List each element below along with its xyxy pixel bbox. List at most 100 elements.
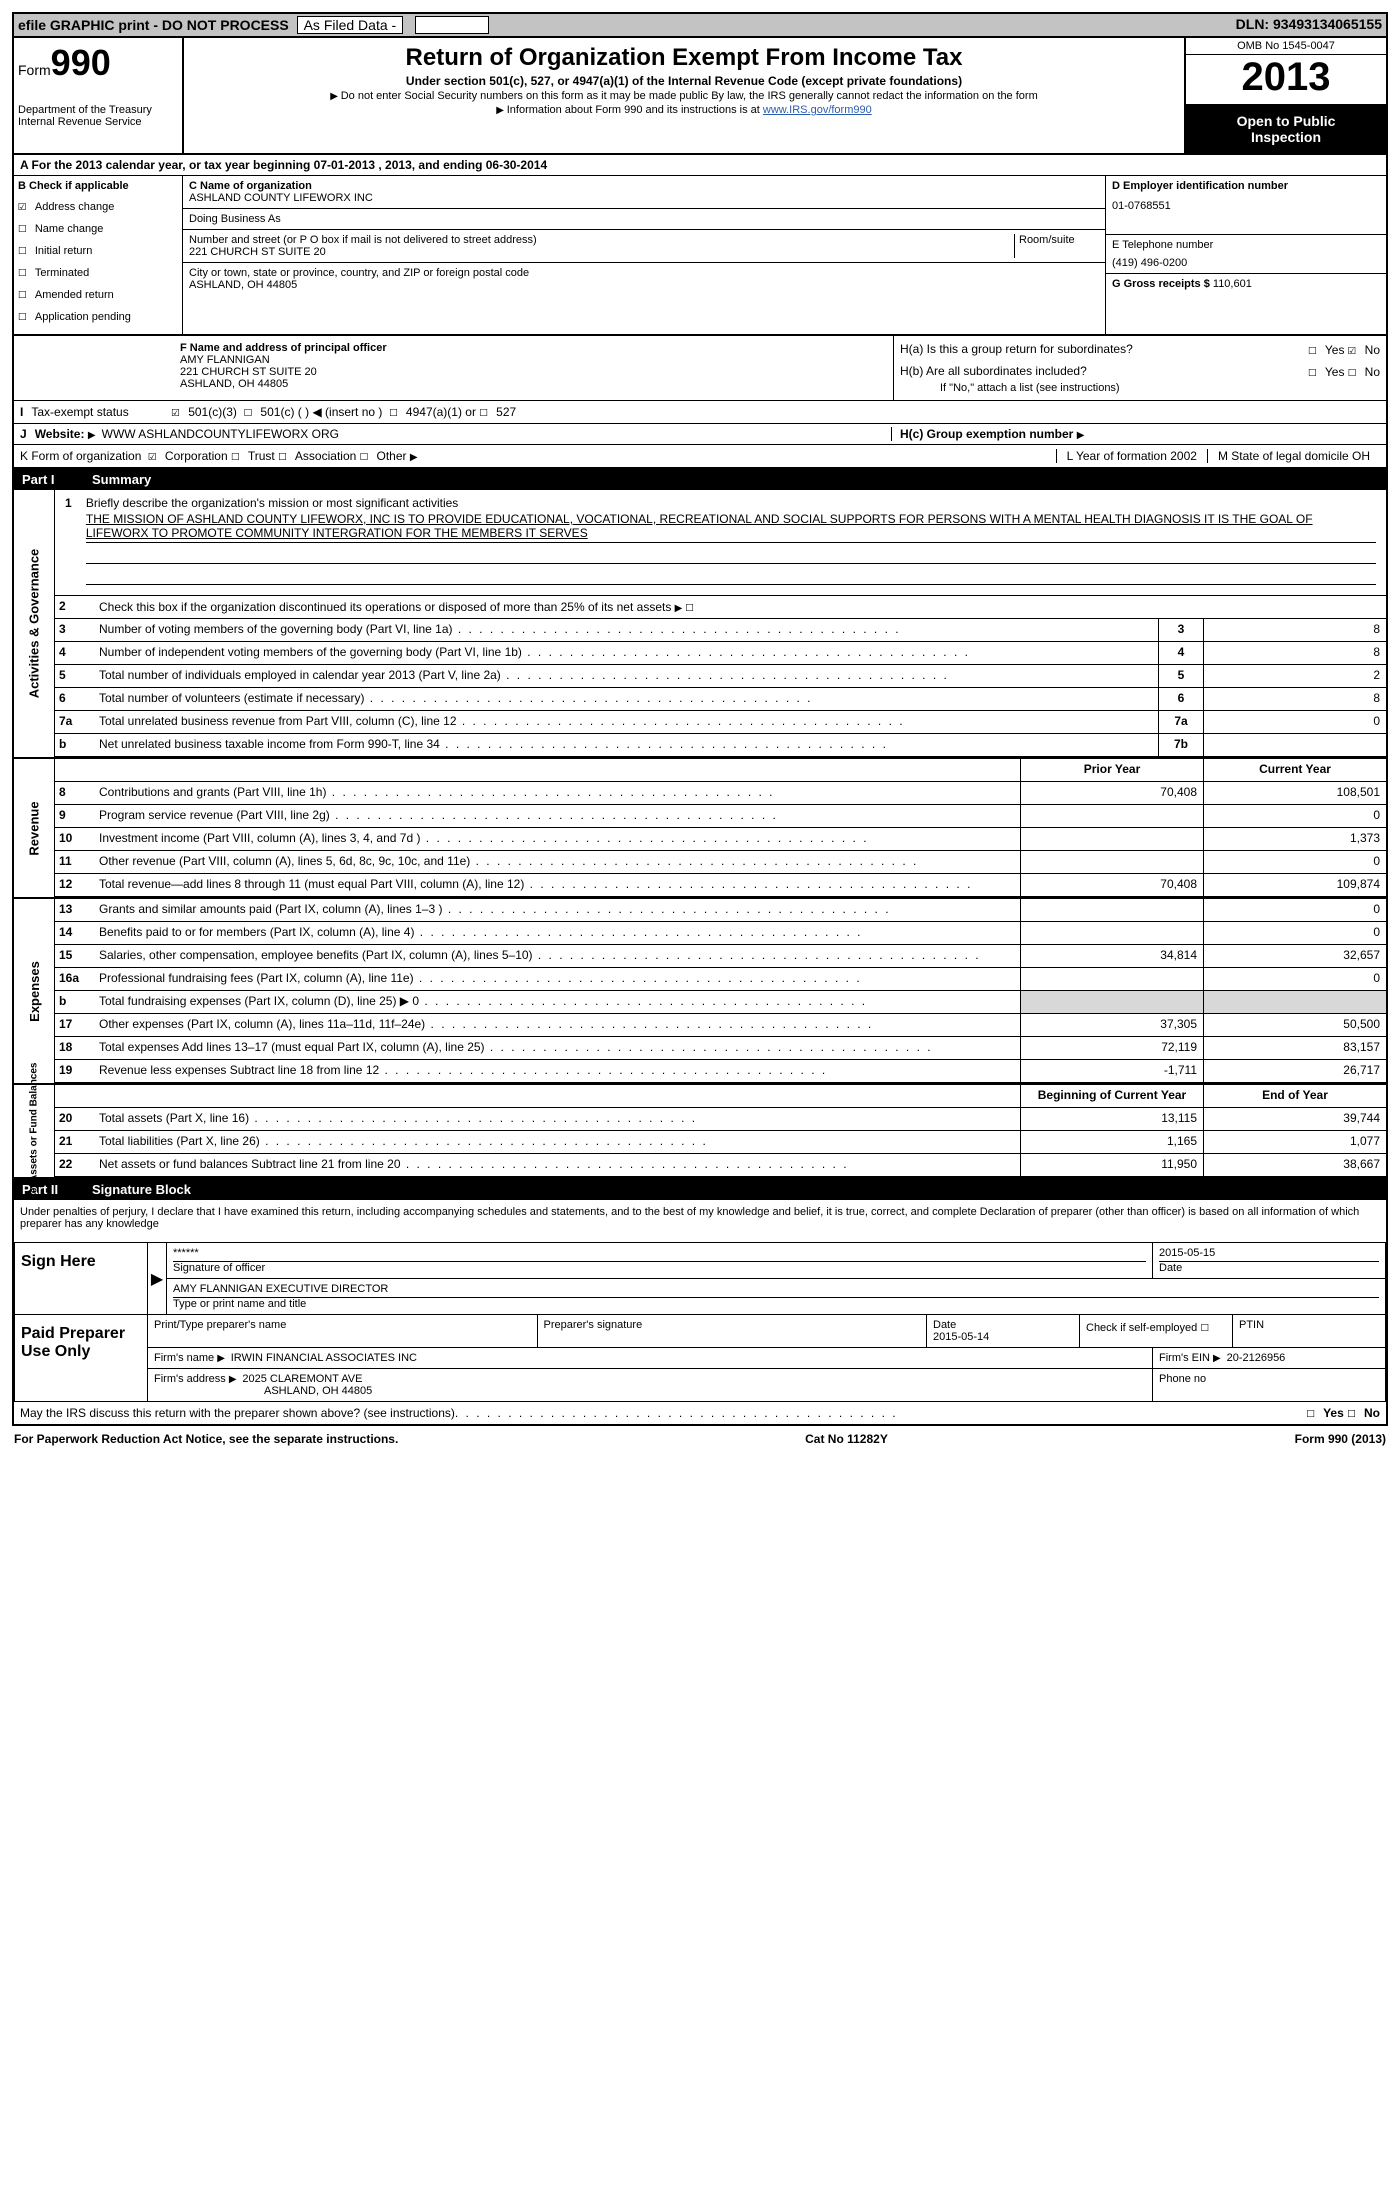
row-a-tax-year: A For the 2013 calendar year, or tax yea… — [14, 155, 1386, 176]
summary-line: 7aTotal unrelated business revenue from … — [55, 711, 1386, 734]
col-d-contact: D Employer identification number 01-0768… — [1106, 176, 1386, 334]
firm-ein: Firm's EIN 20-2126956 — [1153, 1348, 1385, 1368]
officer-signature: ****** Signature of officer — [167, 1243, 1153, 1278]
expenses-section: Expenses 13Grants and similar amounts pa… — [14, 899, 1386, 1085]
sign-here-table: Sign Here ▶ ****** Signature of officer … — [14, 1242, 1386, 1315]
part-i-header: Part I Summary — [14, 469, 1386, 490]
form-footer-label: Form 990 (2013) — [1295, 1432, 1386, 1446]
form-title: Return of Organization Exempt From Incom… — [192, 44, 1176, 72]
irs-link[interactable]: www.IRS.gov/form990 — [763, 104, 872, 116]
top-bar: efile GRAPHIC print - DO NOT PROCESS As … — [14, 14, 1386, 38]
side-label-revenue: Revenue — [14, 759, 55, 897]
net-assets-section: Net Assets or Fund Balances Beginning of… — [14, 1085, 1386, 1179]
officer-name-title: AMY FLANNIGAN EXECUTIVE DIRECTOR Type or… — [167, 1279, 1385, 1314]
col-c-org-info: C Name of organization ASHLAND COUNTY LI… — [183, 176, 1106, 334]
summary-line: 10Investment income (Part VIII, column (… — [55, 828, 1386, 851]
year-formation: L Year of formation 2002 — [1056, 449, 1207, 463]
preparer-date: Date2015-05-14 — [927, 1315, 1080, 1347]
summary-line: 22Net assets or fund balances Subtract l… — [55, 1154, 1386, 1177]
firm-address: Firm's address 2025 CLAREMONT AVE ASHLAN… — [148, 1369, 1153, 1401]
header-center: Return of Organization Exempt From Incom… — [184, 38, 1184, 153]
firm-phone: Phone no — [1153, 1369, 1385, 1401]
h-questions: H(a) Is this a group return for subordin… — [893, 336, 1386, 400]
paperwork-notice: For Paperwork Reduction Act Notice, see … — [14, 1432, 398, 1446]
activities-governance-section: Activities & Governance 1 Briefly descri… — [14, 490, 1386, 759]
officer-name: AMY FLANNIGAN — [180, 354, 270, 366]
summary-line: 20Total assets (Part X, line 16)13,11539… — [55, 1108, 1386, 1131]
form-header: Form990 Department of the Treasury Inter… — [14, 38, 1386, 155]
room-suite: Room/suite — [1015, 234, 1099, 258]
summary-line: 12Total revenue—add lines 8 through 11 (… — [55, 874, 1386, 897]
self-employed-check: Check if self-employed — [1080, 1315, 1233, 1347]
side-label-expenses: Expenses — [14, 899, 55, 1083]
ein-value: 01-0768551 — [1112, 200, 1380, 212]
colb-checkbox-item: Amended return — [18, 286, 178, 302]
sign-arrow-icon: ▶ — [148, 1243, 167, 1314]
revenue-section: Revenue Prior Year Current Year 8Contrib… — [14, 759, 1386, 899]
bcd-grid: B Check if applicable Address change Name… — [14, 176, 1386, 336]
address-cell: Number and street (or P O box if mail is… — [183, 230, 1105, 263]
as-filed-box: As Filed Data - — [297, 16, 404, 34]
net-assets-header-row: Beginning of Current Year End of Year — [55, 1085, 1386, 1108]
gross-receipts-cell: G Gross receipts $ 110,601 — [1106, 274, 1386, 294]
org-city: ASHLAND, OH 44805 — [189, 279, 1099, 291]
summary-line: 5Total number of individuals employed in… — [55, 665, 1386, 688]
summary-line: 15Salaries, other compensation, employee… — [55, 945, 1386, 968]
form-subtitle-3: Information about Form 990 and its instr… — [192, 104, 1176, 116]
org-street: 221 CHURCH ST SUITE 20 — [189, 246, 1010, 258]
hb-note: If "No," attach a list (see instructions… — [900, 382, 1380, 394]
summary-line: 17Other expenses (Part IX, column (A), l… — [55, 1014, 1386, 1037]
hb-question: H(b) Are all subordinates included? — [900, 364, 1308, 380]
colb-checkbox-item: Name change — [18, 220, 178, 236]
col-b-checkboxes: B Check if applicable Address change Name… — [14, 176, 183, 334]
summary-line: bTotal fundraising expenses (Part IX, co… — [55, 991, 1386, 1014]
side-label-net-assets: Net Assets or Fund Balances — [14, 1085, 55, 1177]
signature-date: 2015-05-15 Date — [1153, 1243, 1385, 1278]
summary-line: 16aProfessional fundraising fees (Part I… — [55, 968, 1386, 991]
line-2-discontinued: 2 Check this box if the organization dis… — [55, 595, 1386, 619]
website-url: WWW ASHLANDCOUNTYLIFEWORX ORG — [102, 427, 339, 441]
page-footer: For Paperwork Reduction Act Notice, see … — [12, 1426, 1388, 1446]
dept-treasury: Department of the Treasury — [18, 104, 178, 116]
summary-line: 21Total liabilities (Part X, line 26)1,1… — [55, 1131, 1386, 1154]
form-subtitle-1: Under section 501(c), 527, or 4947(a)(1)… — [192, 74, 1176, 88]
dln: DLN: 93493134065155 — [1236, 16, 1382, 34]
colb-checkbox-item: Application pending — [18, 308, 178, 324]
summary-line: 11Other revenue (Part VIII, column (A), … — [55, 851, 1386, 874]
mission-block: 1 Briefly describe the organization's mi… — [55, 490, 1386, 595]
summary-line: 3Number of voting members of the governi… — [55, 619, 1386, 642]
firm-name: Firm's name IRWIN FINANCIAL ASSOCIATES I… — [148, 1348, 1153, 1368]
header-right: OMB No 1545-0047 2013 Open to PublicInsp… — [1184, 38, 1386, 153]
revenue-header-row: Prior Year Current Year — [55, 759, 1386, 782]
officer-h-row: F Name and address of principal officer … — [14, 336, 1386, 401]
line-i-tax-status: I Tax-exempt status 501(c)(3) 501(c) ( )… — [14, 401, 1386, 424]
summary-line: 9Program service revenue (Part VIII, lin… — [55, 805, 1386, 828]
colb-checkbox-item: Terminated — [18, 264, 178, 280]
line-k-form-org: K Form of organization Corporation Trust… — [14, 445, 1386, 469]
part-ii-header: Part II Signature Block — [14, 1179, 1386, 1200]
summary-line: bNet unrelated business taxable income f… — [55, 734, 1386, 757]
city-cell: City or town, state or province, country… — [183, 263, 1105, 295]
mission-text: THE MISSION OF ASHLAND COUNTY LIFEWORX, … — [86, 510, 1376, 543]
empty-box — [415, 16, 489, 34]
header-left: Form990 Department of the Treasury Inter… — [14, 38, 184, 153]
gross-receipts-value: 110,601 — [1213, 278, 1252, 290]
preparer-sig-header: Preparer's signature — [538, 1315, 928, 1347]
open-public-badge: Open to PublicInspection — [1186, 105, 1386, 153]
ha-question: H(a) Is this a group return for subordin… — [900, 342, 1308, 358]
form-number: Form990 — [18, 42, 178, 84]
side-label-governance: Activities & Governance — [14, 490, 55, 757]
org-name: ASHLAND COUNTY LIFEWORX INC — [189, 192, 1099, 204]
summary-line: 18Total expenses Add lines 13–17 (must e… — [55, 1037, 1386, 1060]
ein-cell: D Employer identification number 01-0768… — [1106, 176, 1386, 235]
ptin-header: PTIN — [1233, 1315, 1385, 1347]
form-subtitle-2: Do not enter Social Security numbers on … — [192, 90, 1176, 102]
paid-preparer-label: Paid Preparer Use Only — [15, 1315, 148, 1401]
colb-checkbox-item: Address change — [18, 198, 178, 214]
perjury-statement: Under penalties of perjury, I declare th… — [14, 1200, 1386, 1236]
summary-line: 6Total number of volunteers (estimate if… — [55, 688, 1386, 711]
summary-line: 14Benefits paid to or for members (Part … — [55, 922, 1386, 945]
telephone-cell: E Telephone number (419) 496-0200 — [1106, 235, 1386, 274]
col-b-title: B Check if applicable — [18, 180, 178, 192]
tax-year: 2013 — [1186, 55, 1386, 105]
